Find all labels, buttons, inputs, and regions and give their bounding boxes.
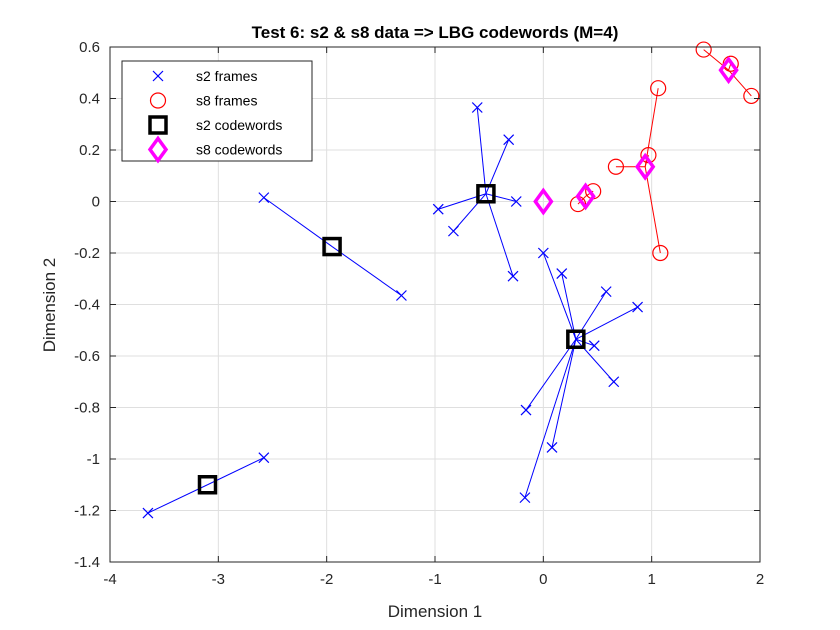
legend-label: s8 frames xyxy=(196,93,257,109)
s2-frame-point xyxy=(600,286,612,298)
x-axis-label: Dimension 1 xyxy=(388,602,483,621)
s2-codeword-point xyxy=(197,475,218,495)
s8-codeword-point xyxy=(635,152,656,181)
s2-codeword-point xyxy=(566,329,586,350)
y-tick-label: 0.6 xyxy=(79,39,100,56)
s2-frame-point xyxy=(588,340,600,352)
s8-frame-point xyxy=(607,158,625,175)
x-tick-label: -3 xyxy=(212,571,225,588)
s2-frame-point xyxy=(537,247,549,259)
s2-frame-point xyxy=(258,452,270,464)
x-tick-label: 1 xyxy=(647,571,655,588)
legend-marker xyxy=(149,92,167,109)
s2-frame-point xyxy=(432,203,444,215)
s8-codeword-point xyxy=(718,56,739,85)
s2-assignment-line xyxy=(551,339,577,448)
s2-frame-point xyxy=(546,441,558,453)
legend-marker xyxy=(147,135,169,164)
s8-frame-point xyxy=(695,41,712,58)
y-tick-label: -0.2 xyxy=(74,245,100,262)
s2-frame-point xyxy=(142,507,154,519)
s2-frame-point xyxy=(510,196,522,207)
data-markers xyxy=(142,41,760,519)
x-tick-label: 2 xyxy=(756,571,764,588)
s8-codeword-point xyxy=(575,182,596,211)
s2-frame-point xyxy=(507,270,519,282)
s2-assignment-line xyxy=(485,193,517,202)
s2-assignment-line xyxy=(524,339,577,498)
y-tick-label: -0.4 xyxy=(74,297,100,314)
axis-ticks: -4 -3 -2 -1 0 1 2 -1.4 -1.2 -1 -0.8 -0.6 -0.4 -0.2 0 0.… xyxy=(74,39,764,588)
x-tick-label: -4 xyxy=(103,571,116,588)
s2-assignment-line xyxy=(485,193,514,277)
legend-label: s2 frames xyxy=(196,68,257,84)
y-tick-label: -1 xyxy=(87,451,100,468)
s2-frame-point xyxy=(471,102,483,113)
s8-frame-point xyxy=(743,87,760,105)
s2-assignment-line xyxy=(331,246,402,296)
y-tick-label: 0.2 xyxy=(79,142,100,159)
legend-label: s8 codewords xyxy=(196,142,282,158)
chart-title: Test 6: s2 & s8 data => LBG codewords (M… xyxy=(252,23,619,42)
y-tick-label: 0 xyxy=(92,194,100,211)
y-tick-label: -0.6 xyxy=(74,348,100,365)
legend-marker xyxy=(148,115,168,135)
s2-frame-point xyxy=(503,134,515,146)
s2-frame-point xyxy=(395,290,407,301)
assignment-lines xyxy=(147,49,752,514)
s2-assignment-line xyxy=(476,107,487,194)
y-axis-label: Dimension 2 xyxy=(40,258,59,353)
s8-frame-point xyxy=(652,244,669,262)
x-tick-label: -2 xyxy=(320,571,333,588)
s2-assignment-line xyxy=(561,273,577,340)
legend-label: s2 codewords xyxy=(196,117,282,133)
y-tick-label: -1.2 xyxy=(74,503,100,520)
s8-codeword-point xyxy=(533,187,554,216)
s8-assignment-line xyxy=(644,166,661,254)
y-tick-label: -0.8 xyxy=(74,400,100,417)
s2-codeword-point xyxy=(476,184,496,204)
s2-codeword-point xyxy=(322,236,342,257)
s2-assignment-line xyxy=(542,252,577,340)
s2-frame-point xyxy=(520,404,532,416)
s8-assignment-line xyxy=(644,88,659,167)
x-tick-label: 0 xyxy=(539,571,547,588)
y-tick-label: 0.4 xyxy=(79,91,100,108)
y-tick-label: -1.4 xyxy=(74,554,100,571)
s8-frame-point xyxy=(650,80,667,97)
s2-assignment-line xyxy=(525,338,577,411)
s8-assignment-line xyxy=(728,63,732,71)
s2-frame-point xyxy=(258,192,270,204)
s2-frame-point xyxy=(632,301,644,313)
s2-frame-point xyxy=(519,492,531,504)
s2-frame-point xyxy=(608,376,620,388)
x-tick-label: -1 xyxy=(428,571,441,588)
s2-frame-point xyxy=(556,268,568,280)
s2-assignment-line xyxy=(575,306,638,340)
s2-frame-point xyxy=(447,225,459,237)
legend: s2 frames s8 frames s2 codewords s8 codewor… xyxy=(121,60,313,164)
s2-assignment-line xyxy=(453,193,487,232)
legend-marker xyxy=(152,70,164,82)
s2-assignment-line xyxy=(147,484,208,514)
s2-assignment-line xyxy=(263,197,333,247)
